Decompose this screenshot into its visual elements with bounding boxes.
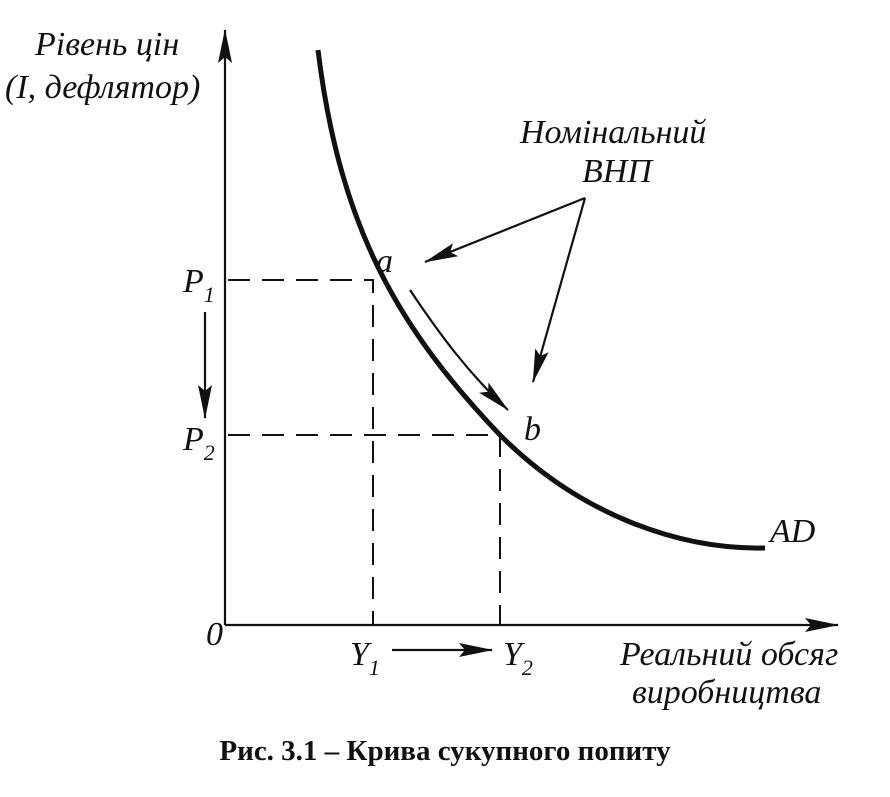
origin-label: 0	[206, 616, 223, 653]
annotation: Номінальний	[519, 114, 706, 151]
annotation-arrow	[531, 197, 587, 383]
price-label: P2	[182, 421, 215, 465]
ad-curve	[315, 49, 766, 551]
x-axis-label: Реальний обсяг	[619, 636, 838, 673]
x-axis-label: виробництва	[632, 674, 821, 711]
point-label: a	[376, 243, 393, 280]
guide-p1-y1	[228, 279, 374, 625]
price-label: P1	[182, 263, 215, 307]
annotation: ВНП	[582, 153, 654, 190]
annotation-arrow	[424, 196, 586, 264]
guide-p2-y2	[228, 434, 501, 625]
y-axis-label: (I, дефлятор)	[5, 69, 200, 106]
curve-label: AD	[768, 513, 816, 550]
caption: Рис. 3.1 – Крива сукупного попиту	[219, 735, 671, 767]
output-label: Y1	[350, 636, 380, 680]
output-label: Y2	[503, 636, 533, 680]
y-axis-label: Рівень цін	[34, 26, 179, 63]
curve-move-arrow	[409, 289, 509, 411]
point-label: b	[524, 411, 541, 448]
